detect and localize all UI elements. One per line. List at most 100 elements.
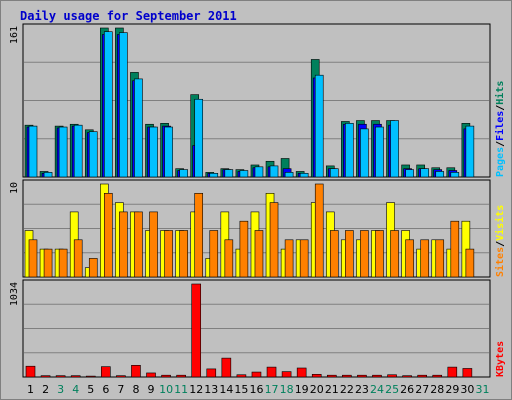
kbytes-bar bbox=[236, 374, 247, 378]
kbytes-bar bbox=[101, 366, 111, 378]
sites-bar bbox=[360, 230, 369, 278]
pages-bar bbox=[194, 98, 204, 178]
kbytes-bar bbox=[25, 365, 36, 378]
sites-bar bbox=[149, 211, 158, 278]
kbytes-bar bbox=[176, 374, 186, 378]
sites-bar bbox=[390, 230, 399, 278]
x-tick-label: 19 bbox=[295, 383, 309, 396]
sites-bar bbox=[269, 202, 279, 278]
pages-bar bbox=[284, 172, 294, 178]
kbytes-bar bbox=[326, 374, 337, 378]
sites-bar bbox=[104, 193, 113, 278]
kbytes-bar bbox=[281, 371, 292, 378]
kbytes-bar bbox=[462, 368, 473, 378]
pages-bar bbox=[314, 74, 324, 178]
pages-bar bbox=[239, 170, 249, 178]
x-tick-label: 31 bbox=[475, 383, 489, 396]
x-tick-label: 8 bbox=[132, 383, 139, 396]
x-tick-label: 26 bbox=[400, 383, 414, 396]
pages-bar bbox=[360, 128, 369, 178]
pages-bar bbox=[405, 169, 414, 178]
sites-bar bbox=[375, 230, 384, 278]
x-tick-label: 2 bbox=[42, 383, 49, 396]
kbytes-bar bbox=[342, 374, 352, 378]
x-tick-label: 29 bbox=[445, 383, 459, 396]
legend-hits: Hits bbox=[494, 81, 506, 105]
pages-bar bbox=[209, 172, 219, 178]
x-tick-label: 5 bbox=[87, 383, 94, 396]
y-max-label-hits: 161 bbox=[9, 26, 20, 44]
x-tick-label: 13 bbox=[204, 383, 218, 396]
legend-pages: Pages bbox=[495, 147, 506, 177]
pages-bar bbox=[254, 166, 264, 178]
sites-bar bbox=[435, 239, 445, 278]
legend-sites: Sites bbox=[494, 247, 506, 277]
legend-slash: / bbox=[495, 241, 506, 247]
kbytes-bar bbox=[85, 375, 96, 378]
kbytes-bar bbox=[40, 375, 51, 378]
legend-visits: Visits bbox=[494, 205, 506, 241]
kbytes-bar bbox=[146, 372, 156, 378]
pages-bar bbox=[104, 31, 113, 178]
pages-bar bbox=[450, 172, 460, 178]
kbytes-bar bbox=[116, 375, 126, 378]
x-tick-label: 3 bbox=[57, 383, 64, 396]
x-tick-label: 27 bbox=[415, 383, 429, 396]
pages-bar bbox=[179, 169, 188, 178]
sites-bar bbox=[254, 230, 264, 278]
sites-bar bbox=[405, 239, 414, 278]
x-tick-label: 22 bbox=[340, 383, 354, 396]
legend-files: Files bbox=[494, 111, 506, 141]
x-tick-label: 28 bbox=[430, 383, 444, 396]
x-tick-label: 4 bbox=[72, 383, 79, 396]
x-tick-label: 12 bbox=[189, 383, 203, 396]
kbytes-bar bbox=[432, 374, 443, 378]
legend-kbytes: KBytes bbox=[495, 341, 506, 377]
sites-bar bbox=[420, 239, 429, 278]
sites-bar bbox=[73, 239, 83, 278]
sites-bar bbox=[314, 183, 324, 278]
x-tick-label: 14 bbox=[219, 383, 233, 396]
kbytes-bar bbox=[402, 375, 412, 378]
sites-bar bbox=[58, 248, 68, 278]
x-tick-label: 25 bbox=[385, 383, 399, 396]
sites-bar bbox=[299, 239, 309, 278]
legend-kbytes: KBytes bbox=[495, 341, 506, 377]
legend-hits-files-pages: Pages/Files/Hits bbox=[494, 81, 506, 177]
sites-bar bbox=[224, 239, 234, 278]
sites-bar bbox=[465, 248, 475, 278]
pages-bar bbox=[224, 169, 234, 178]
sites-bar bbox=[345, 230, 354, 278]
y-max-label-kbytes: 1034 bbox=[9, 282, 20, 306]
sites-bar bbox=[88, 258, 98, 278]
pages-bar bbox=[164, 126, 173, 178]
sites-bar bbox=[194, 193, 204, 278]
y-max-label-visits: 10 bbox=[9, 182, 20, 194]
x-tick-label: 9 bbox=[148, 383, 155, 396]
kbytes-bar bbox=[447, 366, 458, 378]
pages-bar bbox=[375, 126, 384, 178]
pages-bar bbox=[43, 172, 53, 178]
sites-bar bbox=[28, 239, 38, 278]
kbytes-bar bbox=[55, 375, 66, 378]
x-tick-label: 15 bbox=[234, 383, 248, 396]
pages-bar bbox=[119, 32, 128, 178]
kbytes-bar bbox=[161, 374, 171, 378]
pages-bar bbox=[88, 131, 98, 178]
sites-bar bbox=[209, 230, 219, 278]
pages-bar bbox=[390, 120, 399, 178]
kbytes-bar bbox=[417, 374, 427, 378]
kbytes-bar bbox=[70, 375, 81, 378]
x-tick-label: 1 bbox=[27, 383, 34, 396]
pages-bar bbox=[58, 126, 68, 178]
pages-bar bbox=[299, 172, 309, 178]
x-tick-label: 10 bbox=[159, 383, 173, 396]
pages-bar bbox=[329, 168, 339, 178]
chart-title: Daily usage for September 2011 bbox=[20, 9, 237, 23]
x-tick-label: 16 bbox=[250, 383, 264, 396]
kbytes-bar bbox=[206, 368, 217, 378]
kbytes-bar bbox=[251, 371, 262, 378]
x-tick-label: 7 bbox=[117, 383, 124, 396]
sites-bar bbox=[179, 230, 188, 278]
